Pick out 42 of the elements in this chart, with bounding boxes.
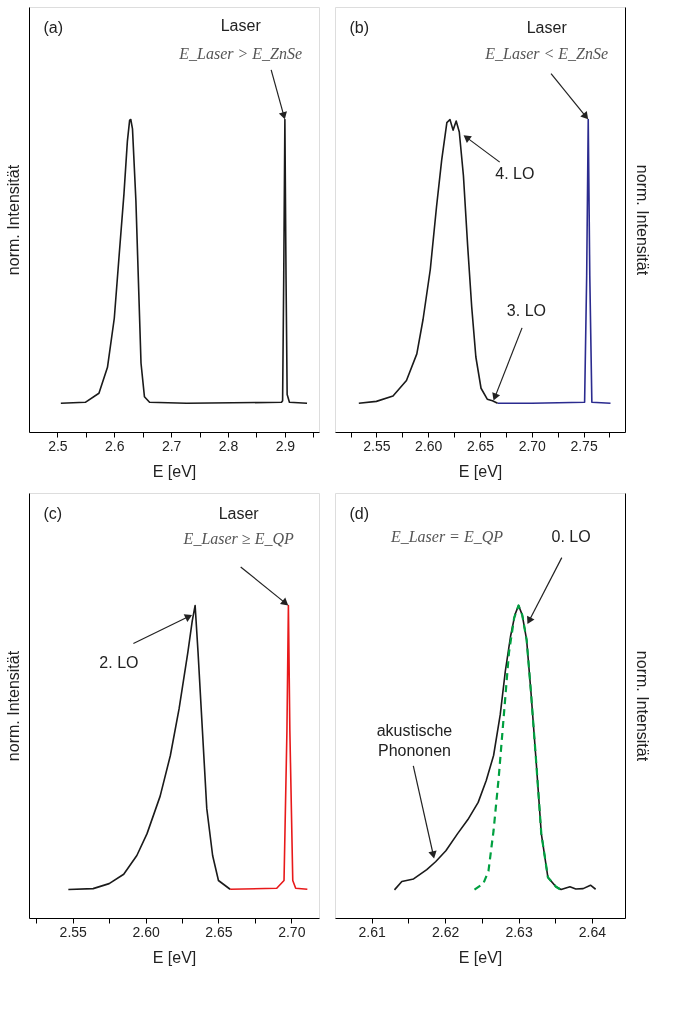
x-tick-label: 2.65 (466, 437, 495, 454)
x-tick-label: 2.70 (518, 437, 547, 454)
text: Laser (526, 19, 568, 37)
x-axis-title: E [eV] (458, 948, 503, 966)
x-tick-label: 2.60 (132, 923, 160, 940)
y-axis-title: norm. Intensität (4, 164, 22, 276)
x-tick-label: 2.6 (105, 437, 125, 454)
annotation: 2. LO (99, 654, 139, 671)
annotation: 3. LO (506, 302, 546, 320)
x-tick-label: 2.7 (161, 437, 182, 454)
text: Laser (218, 505, 260, 523)
x-tick-label: 2.61 (358, 923, 387, 940)
x-tick-label: 2.64 (578, 923, 607, 940)
x-axis-title: E [eV] (152, 462, 197, 480)
text: E_Laser = E_QP (389, 528, 504, 546)
annotation: E_Laser < E_ZnSe (484, 44, 609, 62)
x-axis-title: E [eV] (458, 462, 503, 480)
y-axis-title: norm. Intensität (633, 650, 651, 762)
text: (c) (43, 505, 63, 523)
annotation: akustische Phononen (376, 722, 453, 759)
x-tick-label: 2.70 (278, 923, 306, 940)
x-tick-label: 2.75 (570, 437, 598, 454)
y-axis-title: norm. Intensität (4, 650, 22, 762)
text: Laser (220, 17, 262, 35)
text: (a) (43, 19, 64, 37)
x-tick-label: 2.55 (59, 923, 88, 940)
x-axis-title: E [eV] (152, 948, 197, 966)
annotation: 4. LO (495, 165, 535, 183)
y-axis-title: norm. Intensität (633, 164, 651, 276)
x-tick-label: 2.65 (205, 923, 233, 940)
x-tick-label: 2.55 (363, 437, 391, 454)
annotation: 0. LO (551, 528, 591, 546)
x-tick-label: 2.60 (415, 437, 443, 454)
x-tick-label: 2.9 (275, 437, 296, 454)
text: (d) (349, 505, 370, 523)
annotation: E_Laser > E_ZnSe (178, 44, 303, 62)
x-tick-label: 2.62 (432, 923, 460, 940)
text: (b) (349, 19, 370, 37)
x-tick-label: 2.63 (505, 923, 533, 940)
x-tick-label: 2.5 (48, 437, 68, 454)
annotation: E_Laser ≥ E_QP (182, 530, 294, 548)
x-tick-label: 2.8 (218, 437, 239, 454)
